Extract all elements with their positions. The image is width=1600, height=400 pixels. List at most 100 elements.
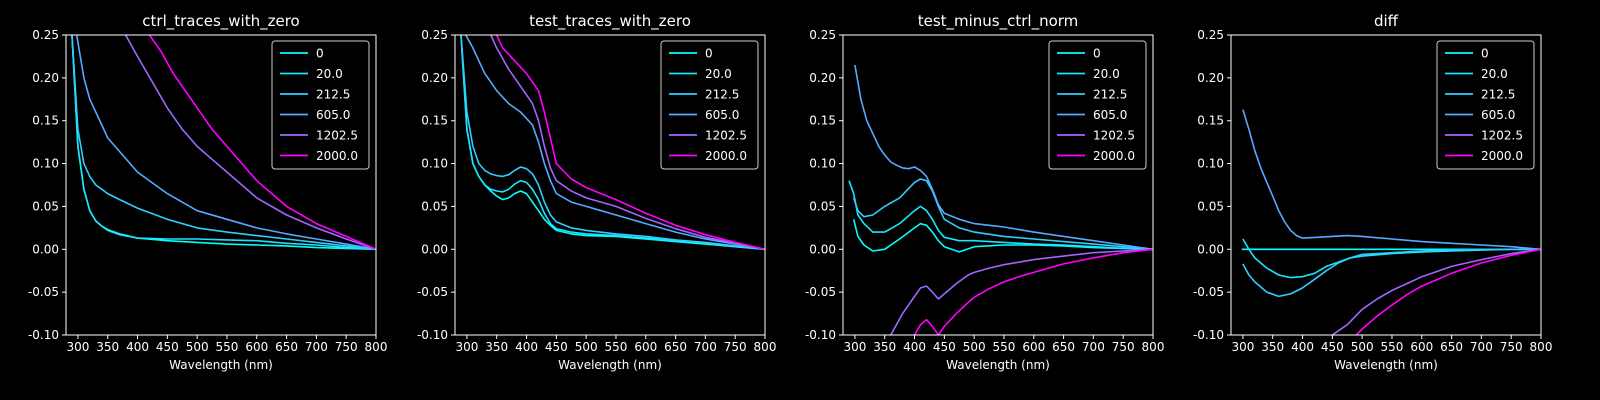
y-tick-label: 0.00 (1197, 242, 1224, 256)
chart-title: ctrl_traces_with_zero (142, 12, 299, 31)
y-tick-label: -0.10 (28, 328, 59, 342)
axes-frame (1230, 34, 1542, 336)
y-tick-label: 0.25 (32, 28, 59, 42)
legend-label: 212.5 (316, 88, 350, 102)
chart-panel-4: diff 300 350 400 450 500 550 600 650 700 750 800 -0.… (1193, 12, 1553, 372)
legend-item: 2000.0 (669, 149, 747, 163)
y-tick-label: 0.25 (1197, 28, 1224, 42)
legend-label: 212.5 (1481, 88, 1515, 102)
x-tick-label: 450 (933, 340, 956, 354)
y-tick-label: -0.10 (417, 328, 448, 342)
x-tick-label: 350 (1261, 340, 1284, 354)
x-tick-label: 500 (1351, 340, 1374, 354)
legend-label: 605.0 (705, 108, 739, 122)
legend-item: 605.0 (1445, 108, 1515, 122)
legend-label: 20.0 (705, 67, 732, 81)
x-tick-label: 400 (903, 340, 926, 354)
axes-frame (65, 34, 377, 336)
y-tick-label: -0.05 (805, 285, 836, 299)
x-tick-label: 350 (873, 340, 896, 354)
y-tick-label: 0.20 (421, 71, 448, 85)
x-tick-label: 750 (724, 340, 747, 354)
series-line-605.0 (465, 35, 765, 251)
x-tick-label: 750 (1112, 340, 1135, 354)
y-tick-label: 0.20 (32, 71, 59, 85)
y-tick-label: 0.20 (1197, 71, 1224, 85)
legend-item: 212.5 (280, 88, 350, 102)
legend-item: 605.0 (1057, 108, 1127, 122)
legend-label: 0 (316, 47, 324, 61)
legend-label: 1202.5 (1481, 129, 1523, 143)
legend-item: 212.5 (669, 88, 739, 102)
legend-label: 1202.5 (705, 129, 747, 143)
legend-item: 0 (280, 47, 324, 61)
x-tick-label: 300 (1231, 340, 1254, 354)
legend-label: 212.5 (705, 88, 739, 102)
series-line-1202.5 (890, 248, 1153, 335)
y-tick-label: 0.25 (421, 28, 448, 42)
series-line-2000.0 (148, 35, 376, 251)
series-line-20.0 (1242, 238, 1541, 279)
series-group (1241, 109, 1541, 335)
series-line-20.0 (460, 35, 765, 251)
y-tick-label: -0.10 (1193, 328, 1224, 342)
series-group (460, 35, 765, 251)
series-line-605.0 (1242, 109, 1541, 251)
x-tick-label: 700 (694, 340, 717, 354)
y-tick-label: 0.15 (809, 114, 836, 128)
x-tick-label: 750 (1500, 340, 1523, 354)
series-line-212.5 (460, 35, 765, 251)
legend-item: 1202.5 (1445, 129, 1523, 143)
x-tick-label: 550 (1381, 340, 1404, 354)
y-tick-label: 0.00 (809, 242, 836, 256)
chart-panel-2: test_traces_with_zero 300 350 400 450 500 550 6… (417, 12, 777, 372)
x-tick-label: 650 (275, 340, 298, 354)
legend-label: 2000.0 (1481, 149, 1523, 163)
x-tick-label: 550 (605, 340, 628, 354)
legend-item: 2000.0 (1445, 149, 1523, 163)
legend-label: 605.0 (1481, 108, 1515, 122)
panels: ctrl_traces_with_zero 300 350 400 450 500 550 6… (28, 12, 1553, 372)
axes-frame (454, 34, 766, 336)
y-tick-label: 0.05 (1197, 199, 1224, 213)
legend-label: 2000.0 (1093, 149, 1135, 163)
axes-frame (842, 34, 1154, 336)
y-tick-label: 0.10 (1197, 157, 1224, 171)
y-tick-label: 0.15 (1197, 114, 1224, 128)
x-tick-label: 650 (664, 340, 687, 354)
x-tick-label: 450 (545, 340, 568, 354)
legend-item: 0 (1445, 47, 1489, 61)
x-tick-label: 600 (634, 340, 657, 354)
x-tick-label: 300 (66, 340, 89, 354)
series-line-20.0 (848, 180, 1153, 251)
x-axis-label: Wavelength (nm) (1334, 358, 1438, 372)
legend-item: 1202.5 (1057, 129, 1135, 143)
x-tick-label: 550 (216, 340, 239, 354)
x-axis-label: Wavelength (nm) (169, 358, 273, 372)
legend-item: 20.0 (280, 67, 343, 81)
series-group (71, 35, 376, 251)
series-line-605.0 (75, 35, 376, 251)
legend-label: 2000.0 (316, 149, 358, 163)
x-axis-label: Wavelength (nm) (558, 358, 662, 372)
series-line-1202.5 (124, 35, 376, 251)
series-line-2000.0 (913, 248, 1153, 335)
x-tick-label: 500 (575, 340, 598, 354)
series-line-2000.0 (1355, 248, 1541, 335)
chart-panel-3: test_minus_ctrl_norm 300 350 400 450 500 550 60… (805, 12, 1165, 372)
legend-label: 20.0 (1481, 67, 1508, 81)
chart-title: diff (1374, 12, 1399, 30)
x-tick-label: 600 (245, 340, 268, 354)
legend-item: 0 (669, 47, 713, 61)
legend-item: 1202.5 (669, 129, 747, 143)
legend-label: 1202.5 (1093, 129, 1135, 143)
legend-item: 1202.5 (280, 129, 358, 143)
legend-item: 605.0 (669, 108, 739, 122)
series-line-212.5 (71, 35, 376, 251)
x-tick-label: 350 (485, 340, 508, 354)
x-tick-label: 300 (455, 340, 478, 354)
y-tick-label: 0.10 (32, 157, 59, 171)
legend-label: 0 (705, 47, 713, 61)
x-tick-label: 700 (305, 340, 328, 354)
y-tick-label: 0.00 (32, 242, 59, 256)
